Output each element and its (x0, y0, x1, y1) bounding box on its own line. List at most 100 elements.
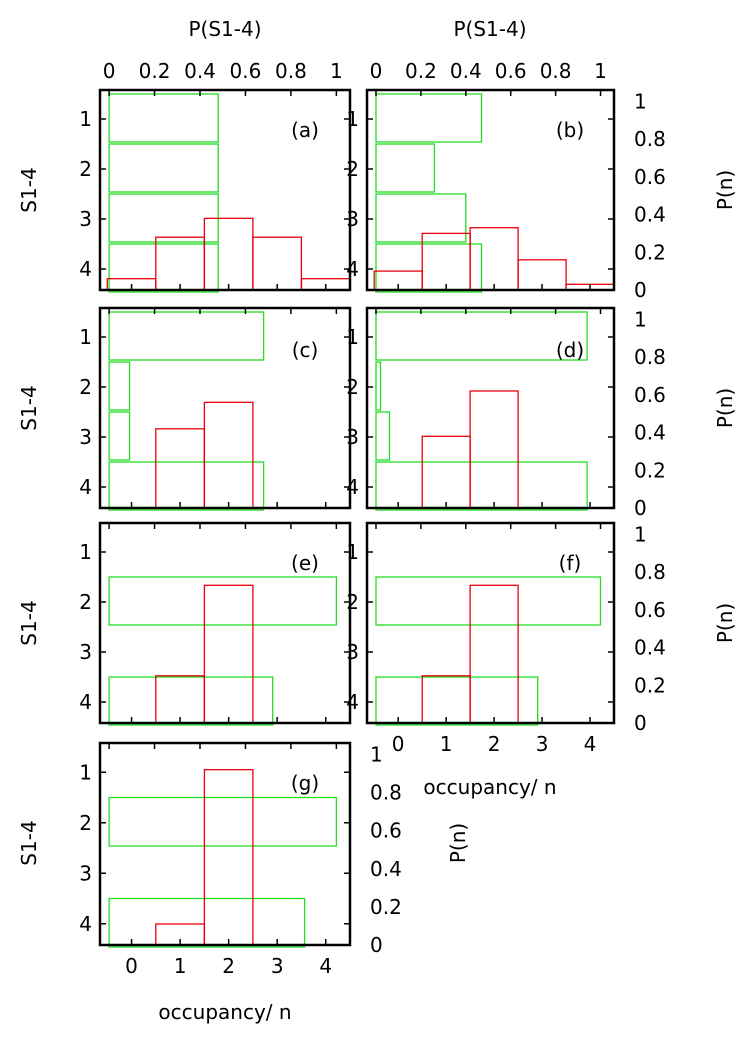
occupancy-tick-label: 3 (271, 954, 284, 978)
green-bar-state-2 (108, 361, 131, 411)
green-bar-state-4 (375, 243, 483, 293)
state-tick-label: 2 (79, 157, 92, 181)
occupancy-tick-label: 4 (319, 954, 332, 978)
occupancy-tick-label: 1 (174, 954, 187, 978)
p-n-tick-label: 0.2 (634, 458, 666, 482)
red-bar-n-2 (203, 769, 254, 946)
right-axis-label-ab: P(n) (713, 170, 737, 210)
p-n-tick-label: 0.8 (370, 781, 402, 805)
occupancy-tick-label: 2 (222, 954, 235, 978)
red-bar-n-2 (203, 217, 254, 291)
panel-f: 1 2 3 4 0 1 2 3 4 0 0.2 0.4 0.6 0.8 1 (f) (346, 521, 666, 756)
p-state-tick-label: 0.4 (184, 59, 216, 83)
p-state-tick-label: 0.6 (495, 59, 527, 83)
red-bar-n-1 (421, 435, 471, 509)
panel-c: 1 2 3 4 (c) (79, 306, 352, 511)
top-axis-label-left: P(S1-4) (188, 17, 261, 41)
panel-label: (b) (556, 118, 584, 142)
p-state-tick-label: 0.2 (405, 59, 437, 83)
red-bar-n-3 (252, 236, 303, 291)
green-bar-state-3 (375, 193, 467, 243)
red-bar-n-2 (469, 390, 519, 509)
state-tick-label: 2 (79, 375, 92, 399)
p-n-tick-label: 1 (634, 522, 647, 546)
green-bar-state-2 (108, 796, 338, 847)
panel-label: (g) (291, 771, 319, 795)
panel-frame (98, 521, 352, 725)
state-tick-label: 3 (79, 640, 92, 664)
right-axis-label-ef: P(n) (713, 603, 737, 643)
p-state-tick-label: 0.2 (139, 59, 171, 83)
green-bar-state-4 (375, 676, 539, 726)
state-tick-label: 1 (346, 325, 359, 349)
green-bar-state-2 (375, 143, 436, 193)
state-tick-label: 3 (79, 425, 92, 449)
state-tick-label: 3 (346, 207, 359, 231)
p-state-tick-label: 0.8 (540, 59, 572, 83)
p-n-tick-label: 1 (634, 89, 647, 113)
state-tick-label: 2 (79, 590, 92, 614)
panel-label: (a) (291, 118, 319, 142)
panel-label: (c) (292, 338, 319, 362)
p-n-tick-label: 0.8 (634, 560, 666, 584)
green-bar-state-2 (375, 576, 602, 626)
p-n-tick-label: 0 (634, 711, 647, 735)
p-n-tick-label: 0.4 (370, 857, 402, 881)
state-tick-label: 3 (79, 207, 92, 231)
green-bar-state-3 (375, 411, 391, 461)
panel-frame (365, 306, 616, 510)
p-state-tick-label: 0.4 (450, 59, 482, 83)
p-n-tick-label: 0.8 (634, 127, 666, 151)
state-tick-label: 2 (346, 590, 359, 614)
panel-label: (f) (559, 551, 582, 575)
occupancy-tick-label: 3 (536, 732, 549, 756)
p-n-tick-label: 0.8 (634, 345, 666, 369)
p-n-tick-label: 0.6 (634, 383, 666, 407)
green-bar-state-4 (108, 897, 306, 948)
p-n-tick-label: 0 (634, 278, 647, 302)
green-bar-state-3 (108, 411, 131, 461)
p-n-tick-label: 0.4 (634, 421, 666, 445)
green-bar-state-4 (108, 243, 219, 293)
state-tick-label: 2 (346, 375, 359, 399)
p-state-tick-label: 0 (370, 59, 383, 83)
panel-a: 1 2 3 4 0 0.2 0.4 0.6 0.8 1 (a) (79, 59, 352, 293)
green-bar-state-1 (108, 93, 219, 143)
p-n-tick-label: 0.6 (634, 598, 666, 622)
p-n-tick-label: 0.6 (370, 819, 402, 843)
state-tick-label: 3 (346, 425, 359, 449)
panel-label: (d) (556, 338, 584, 362)
occupancy-tick-label: 1 (440, 732, 453, 756)
red-bar-n-1 (421, 675, 471, 724)
green-bar-state-4 (108, 676, 274, 726)
state-tick-label: 4 (79, 475, 92, 499)
top-axis-label-right: P(S1-4) (453, 17, 526, 41)
axis-labels: P(S1-4) P(S1-4) S1-4 S1-4 S1-4 S1-4 P(n)… (17, 17, 737, 1024)
panel-label: (e) (291, 551, 319, 575)
state-tick-label: 4 (346, 257, 359, 281)
occupancy-tick-label: 2 (488, 732, 501, 756)
p-state-tick-label: 1 (594, 59, 607, 83)
panel-frame (98, 306, 352, 510)
p-state-tick-label: 0 (103, 59, 116, 83)
red-bar-n-1 (155, 675, 205, 724)
p-state-tick-label: 0.6 (230, 59, 262, 83)
p-state-tick-label: 1 (330, 59, 343, 83)
bottom-axis-label-f: occupancy/ n (423, 775, 556, 799)
state-tick-label: 1 (79, 760, 92, 784)
p-n-tick-label: 0.2 (634, 673, 666, 697)
state-tick-label: 2 (346, 157, 359, 181)
green-bar-state-4 (108, 461, 265, 511)
state-tick-label: 3 (79, 861, 92, 885)
p-n-tick-label: 0 (370, 933, 383, 957)
state-tick-label: 4 (346, 475, 359, 499)
state-tick-label: 4 (79, 690, 92, 714)
panel-d: 1 2 3 4 0 0.2 0.4 0.6 0.8 1 (d) (346, 306, 666, 520)
state-tick-label: 4 (346, 690, 359, 714)
state-tick-label: 1 (79, 325, 92, 349)
left-axis-label-e: S1-4 (17, 600, 41, 645)
green-bar-state-4 (375, 461, 588, 511)
left-axis-label-a: S1-4 (17, 167, 41, 212)
